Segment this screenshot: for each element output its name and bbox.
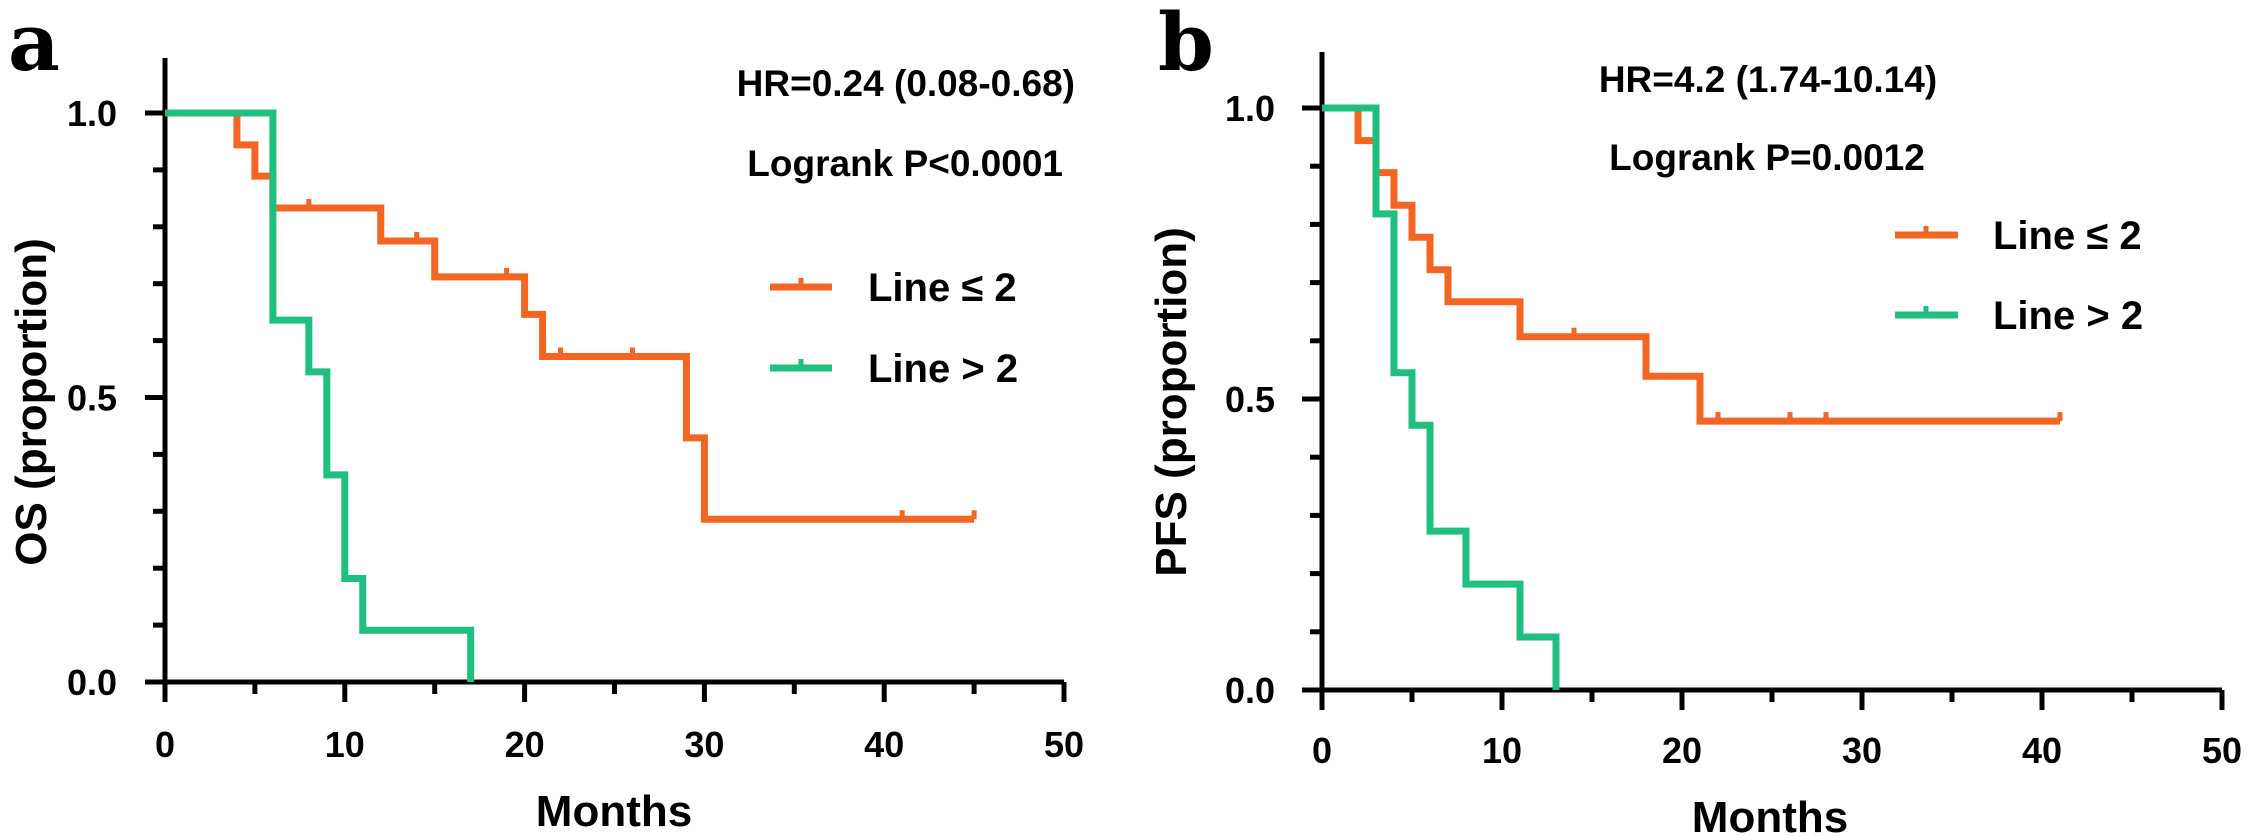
x-tick-label: 50 (1044, 724, 1084, 765)
x-tick-label: 10 (325, 724, 365, 765)
panel-letter: a (8, 0, 60, 89)
legend-item-line-gt-2: Line > 2 (770, 347, 1018, 391)
y-tick-label: 0.5 (67, 378, 117, 419)
legend-label: Line ≤ 2 (868, 266, 1017, 310)
panel-b: b PFS (proportion) Months 0 10 20 30 40 50 0.0… (1147, 0, 2242, 837)
survival-curves (165, 109, 977, 682)
x-axis-title: Months (536, 787, 692, 836)
y-tick-label: 1.0 (67, 93, 117, 134)
legend-label: Line > 2 (1993, 294, 2143, 338)
y-axis-title: OS (proportion) (7, 238, 56, 566)
legend: Line ≤ 2 Line > 2 (770, 266, 1018, 391)
x-tick-label: 40 (2022, 730, 2062, 771)
logrank-annotation: Logrank P=0.0012 (1609, 137, 1925, 178)
x-tick-label: 20 (1662, 730, 1702, 771)
x-tick-label: 40 (864, 724, 904, 765)
logrank-annotation: Logrank P<0.0001 (747, 143, 1063, 184)
y-tick-label: 0.0 (1225, 670, 1275, 711)
km-curve-line-gt-2 (1322, 104, 1560, 690)
x-tick-label: 30 (1842, 730, 1882, 771)
y-axis-title: PFS (proportion) (1147, 227, 1196, 577)
legend-label: Line ≤ 2 (1993, 214, 2142, 258)
km-curve-line-le-2 (165, 109, 975, 523)
panel-a: a OS (proportion) Months 0 10 20 30 40 500.00… (7, 0, 1084, 836)
x-tick-label: 50 (2202, 730, 2242, 771)
y-tick-label: 0.5 (1225, 379, 1275, 420)
axis-ticks: 0 10 20 30 40 50 0.0 0.5 1.0 (1225, 88, 2242, 771)
x-tick-label: 0 (1312, 730, 1332, 771)
survival-curves (1322, 104, 2063, 690)
axis-ticks: 0 10 20 30 40 50 0.0 0.5 1.0 (67, 93, 1084, 765)
km-curve-line-gt-2 (165, 109, 475, 682)
x-tick-label: 30 (684, 724, 724, 765)
hazard-ratio-annotation: HR=0.24 (0.08-0.68) (737, 63, 1075, 104)
x-tick-label: 10 (1482, 730, 1522, 771)
y-tick-label: 0.0 (67, 662, 117, 703)
legend: Line ≤ 2 Line > 2 (1895, 214, 2143, 338)
legend-item-line-gt-2: Line > 2 (1895, 294, 2143, 338)
y-tick-label: 1.0 (1225, 88, 1275, 129)
x-tick-label: 20 (505, 724, 545, 765)
legend-item-line-le-2: Line ≤ 2 (770, 266, 1017, 310)
legend-label: Line > 2 (868, 347, 1018, 391)
legend-item-line-le-2: Line ≤ 2 (1895, 214, 2142, 258)
x-tick-label: 0 (155, 724, 175, 765)
hazard-ratio-annotation: HR=4.2 (1.74-10.14) (1599, 59, 1937, 100)
x-axis-title: Months (1692, 793, 1848, 837)
panel-letter: b (1158, 0, 1214, 89)
